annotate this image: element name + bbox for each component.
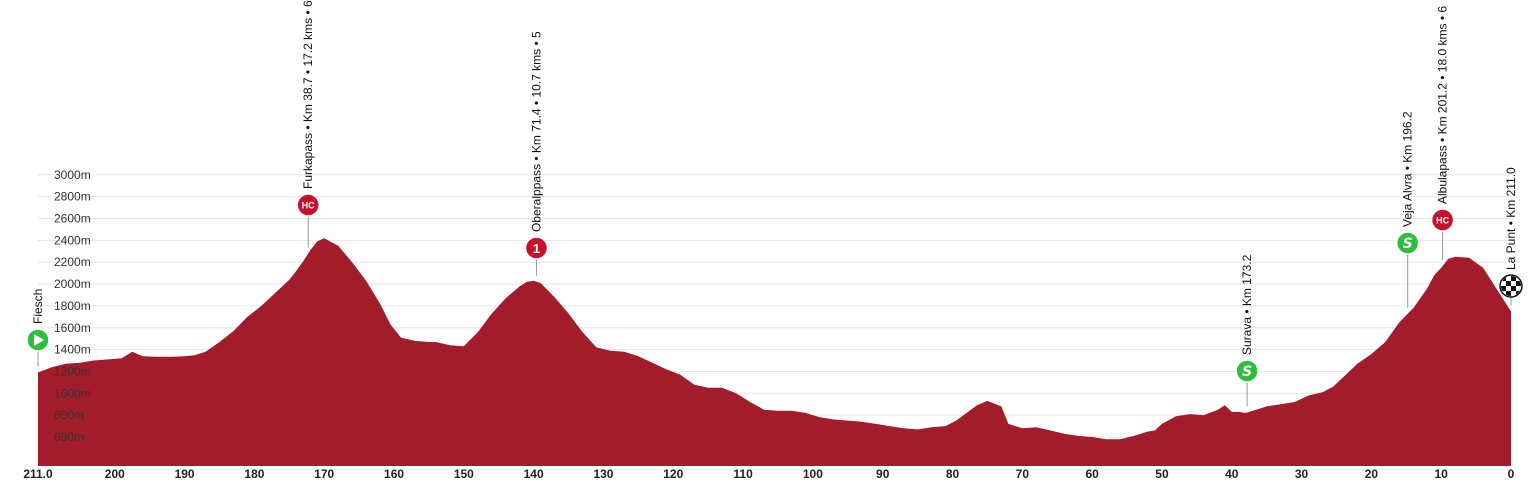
elevation-profile-area [38, 238, 1511, 466]
y-tick-label: 1200m [54, 364, 91, 378]
marker-label: Albulapass • Km 201.2 • 18.0 kms • 6 [1436, 6, 1450, 204]
climb-hc-icon: HC [296, 193, 320, 217]
sprint-icon: S [1235, 359, 1259, 383]
marker-label: Surava • Km 173.2 [1240, 254, 1254, 355]
y-tick-label: 2200m [54, 255, 91, 269]
marker-oberalppass: 1 Oberalppass • Km 71.4 • 10.7 kms • 5 [524, 31, 549, 276]
x-tick-label: 170 [314, 467, 334, 481]
marker-label: La Punt • Km 211.0 [1504, 167, 1518, 270]
x-tick-label: 10 [1435, 467, 1449, 481]
svg-text:1: 1 [533, 241, 540, 256]
marker-furkapass: HC Furkapass • Km 38.7 • 17.2 kms • 6 [296, 0, 320, 248]
x-tick-label: 110 [733, 467, 753, 481]
svg-text:S: S [1242, 364, 1252, 380]
climb-cat-icon: 1 [524, 236, 549, 260]
x-tick-label: 20 [1365, 467, 1379, 481]
route-markers: Fiesch HC Furkapass • Km 38.7 • 17.2 kms •… [26, 0, 1523, 407]
finish-flag-icon [1499, 274, 1523, 298]
svg-text:HC: HC [302, 201, 315, 211]
marker-label: Fiesch [31, 289, 45, 324]
y-tick-label: 2600m [54, 212, 91, 226]
y-tick-label: 800m [54, 408, 84, 422]
svg-text:S: S [1403, 236, 1413, 252]
svg-text:HC: HC [1436, 216, 1449, 226]
x-tick-label: 40 [1225, 467, 1239, 481]
x-tick-label: 140 [524, 467, 544, 481]
x-axis-labels: 211.0 200 190 180 170 160 150 140 130 120 110 100 90… [23, 467, 1514, 481]
x-tick-label: 190 [175, 467, 195, 481]
y-tick-label: 3000m [54, 168, 91, 182]
x-tick-label: 180 [244, 467, 264, 481]
y-tick-label: 2800m [54, 190, 91, 204]
y-axis-labels: 600m 800m 1000m 1200m 1400m 1600m 1800m 2000m 22… [54, 168, 91, 444]
marker-veja-alvra: S Veja Alvra • Km 196.2 [1395, 111, 1420, 308]
y-tick-label: 1600m [54, 321, 91, 335]
x-tick-label: 150 [454, 467, 474, 481]
marker-surava: S Surava • Km 173.2 [1235, 254, 1259, 407]
sprint-icon: S [1395, 231, 1420, 255]
y-tick-label: 2000m [54, 277, 91, 291]
x-tick-label: 80 [946, 467, 960, 481]
y-tick-label: 1800m [54, 299, 91, 313]
marker-label: Oberalppass • Km 71.4 • 10.7 kms • 5 [529, 31, 543, 232]
x-tick-label: 120 [663, 467, 683, 481]
y-tick-label: 600m [54, 430, 84, 444]
x-tick-label: 200 [105, 467, 125, 481]
marker-label: Veja Alvra • Km 196.2 [1401, 111, 1415, 227]
marker-la-punt: La Punt • Km 211.0 [1499, 167, 1523, 306]
x-tick-label: 130 [593, 467, 613, 481]
x-tick-label: 60 [1085, 467, 1099, 481]
marker-albulapass: HC Albulapass • Km 201.2 • 18.0 kms • 6 [1430, 6, 1455, 260]
x-tick-label: 50 [1155, 467, 1169, 481]
climb-hc-icon: HC [1430, 208, 1455, 232]
x-tick-label: 70 [1016, 467, 1030, 481]
x-tick-label: 100 [803, 467, 823, 481]
y-tick-label: 2400m [54, 233, 91, 247]
x-tick-label: 160 [384, 467, 404, 481]
x-tick-label: 90 [876, 467, 890, 481]
y-tick-label: 1400m [54, 343, 91, 357]
start-flag-icon [26, 328, 50, 352]
y-tick-label: 1000m [54, 386, 91, 400]
marker-label: Furkapass • Km 38.7 • 17.2 kms • 6 [301, 0, 315, 189]
x-tick-label: 0 [1508, 467, 1515, 481]
marker-fiesch: Fiesch [26, 289, 50, 367]
x-tick-label: 211.0 [23, 467, 53, 481]
x-tick-label: 30 [1295, 467, 1309, 481]
